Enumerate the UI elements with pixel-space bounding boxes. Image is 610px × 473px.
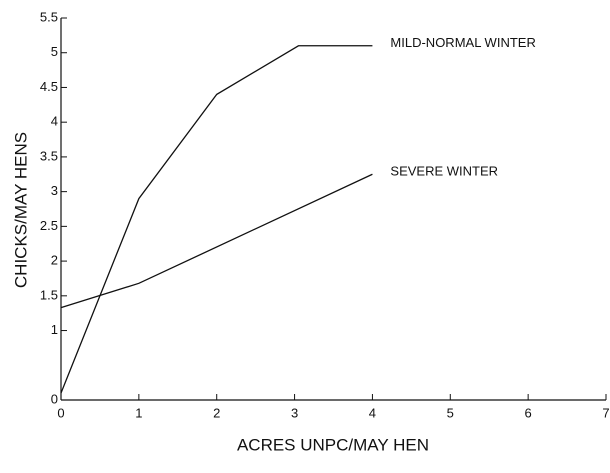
series-line <box>60 173 373 309</box>
y-tick-label: 2.5 <box>40 218 58 233</box>
y-tick-label: 5 <box>51 44 58 59</box>
y-tick-label: 1.5 <box>40 287 58 302</box>
x-axis-title: ACRES UNPC/MAY HEN <box>237 435 429 454</box>
y-tick-label: 4.5 <box>40 79 58 94</box>
x-tick-label: 0 <box>57 405 64 420</box>
series-label: MILD-NORMAL WINTER <box>390 35 535 50</box>
series-label: SEVERE WINTER <box>390 164 498 179</box>
x-tick-label: 5 <box>447 405 454 420</box>
y-tick-label: 1 <box>51 322 58 337</box>
series-line <box>60 45 373 394</box>
y-tick-label: 2 <box>51 253 58 268</box>
x-tick-label: 1 <box>135 405 142 420</box>
y-tick-label: 5.5 <box>40 9 58 24</box>
x-tick-label: 6 <box>525 405 532 420</box>
x-tick-label: 3 <box>291 405 298 420</box>
y-tick-label: 4 <box>51 114 58 129</box>
y-tick-label: 3.5 <box>40 148 58 163</box>
x-tick-label: 4 <box>369 405 376 420</box>
x-tick-label: 2 <box>213 405 220 420</box>
y-tick-label: 0 <box>51 391 58 406</box>
x-tick-label: 7 <box>602 405 609 420</box>
y-tick-label: 3 <box>51 183 58 198</box>
y-axis-title: CHICKS/MAY HENS <box>11 132 30 288</box>
